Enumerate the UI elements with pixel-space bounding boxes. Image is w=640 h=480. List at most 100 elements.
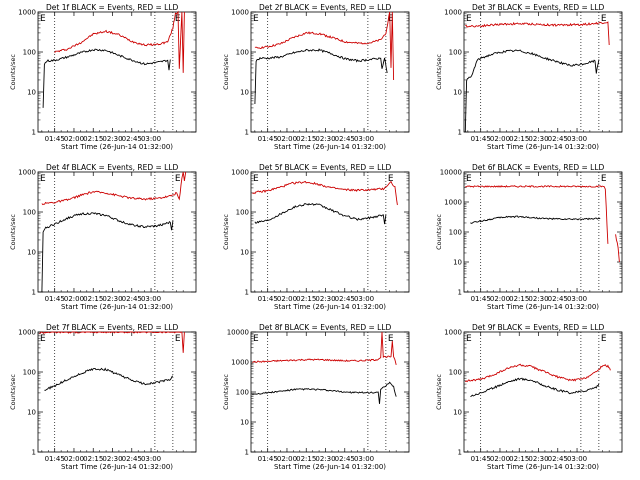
x-axis-label: Start Time (26-Jun-14 01:32:00): [274, 143, 386, 151]
series-line-events: [41, 212, 174, 293]
y-axis-label: Counts/sec: [222, 214, 230, 250]
x-tick-label: 01:45: [471, 295, 491, 303]
chart-panel-7: Det 7f BLACK = Events, RED = LLD 1 10 100 10…: [9, 323, 197, 471]
y-tick-label: 1: [458, 129, 462, 137]
plot-frame: [37, 11, 197, 133]
marker-label-e: E: [388, 174, 394, 184]
y-tick-label: 100: [23, 49, 36, 57]
series-line-lld: [464, 363, 611, 383]
y-tick-label: 100: [236, 209, 249, 217]
y-tick-label: 100: [449, 49, 462, 57]
chart-panel-9: Det 9f BLACK = Events, RED = LLD 1 10 100 10…: [435, 323, 623, 471]
chart-title: Det 6f BLACK = Events, RED = LLD: [472, 163, 605, 172]
series-line-events: [254, 48, 388, 105]
x-axis-label: Start Time (26-Jun-14 01:32:00): [274, 303, 386, 311]
y-axis-label: Counts/sec: [435, 54, 443, 90]
x-axis-label: Start Time (26-Jun-14 01:32:00): [61, 463, 173, 471]
x-tick-label: 01:45: [45, 295, 65, 303]
x-axis-label: Start Time (26-Jun-14 01:32:00): [61, 143, 173, 151]
chart-title: Det 4f BLACK = Events, RED = LLD: [46, 163, 179, 172]
y-tick-label: 100: [236, 389, 249, 397]
y-tick-label: 1: [458, 449, 462, 457]
chart-title: Det 7f BLACK = Events, RED = LLD: [46, 323, 179, 332]
x-tick-label: 02:45: [335, 135, 355, 143]
x-tick-label: 01:45: [258, 135, 278, 143]
plot-frame: [250, 171, 410, 293]
y-tick-label: 1000: [231, 9, 249, 17]
y-tick-label: 10000: [227, 329, 249, 337]
marker-label-e: E: [601, 334, 607, 344]
y-axis-label: Counts/sec: [435, 214, 443, 250]
x-tick-label: 03:00: [354, 295, 374, 303]
marker-label-e: E: [175, 334, 181, 344]
y-tick-label: 100: [23, 209, 36, 217]
y-tick-label: 10: [240, 89, 249, 97]
y-axis-label: Counts/sec: [9, 374, 17, 410]
y-tick-label: 1: [458, 289, 462, 297]
chart-panel-6: Det 6f BLACK = Events, RED = LLD 1 10 100 10…: [435, 163, 623, 311]
x-tick-label: 02:15: [83, 455, 103, 463]
x-tick-label: 02:30: [102, 295, 122, 303]
chart-panel-8: Det 8f BLACK = Events, RED = LLD 1 10 100 10…: [222, 323, 410, 471]
plot-frame: [250, 11, 410, 133]
x-tick-label: 02:30: [102, 455, 122, 463]
x-tick-label: 03:00: [354, 135, 374, 143]
x-tick-label: 02:00: [64, 295, 84, 303]
x-axis-label: Start Time (26-Jun-14 01:32:00): [487, 303, 599, 311]
x-tick-label: 02:45: [548, 295, 568, 303]
x-axis-label: Start Time (26-Jun-14 01:32:00): [487, 463, 599, 471]
chart-panel-1: Det 1f BLACK = Events, RED = LLD 1 10 100 10…: [9, 3, 197, 151]
x-axis-label: Start Time (26-Jun-14 01:32:00): [487, 143, 599, 151]
x-tick-label: 03:00: [567, 135, 587, 143]
marker-label-e: E: [466, 334, 472, 344]
plot-frame: [463, 171, 623, 293]
series-line-events: [42, 48, 171, 108]
series-line-lld: [254, 11, 395, 81]
x-tick-label: 02:00: [490, 295, 510, 303]
x-tick-label: 02:15: [296, 135, 316, 143]
x-tick-label: 02:30: [528, 295, 548, 303]
x-tick-label: 02:00: [64, 135, 84, 143]
series-line-events: [470, 377, 600, 398]
y-tick-label: 1000: [18, 9, 36, 17]
x-tick-label: 02:30: [528, 135, 548, 143]
chart-panel-4: Det 4f BLACK = Events, RED = LLD 1 10 100 10…: [9, 163, 197, 311]
y-tick-label: 1: [32, 449, 36, 457]
y-tick-label: 10: [453, 409, 462, 417]
y-tick-label: 100: [449, 229, 462, 237]
y-tick-label: 100: [236, 49, 249, 57]
y-tick-label: 10: [453, 259, 462, 267]
y-tick-label: 100: [449, 369, 462, 377]
marker-label-e: E: [40, 14, 46, 24]
series-line-lld: [54, 10, 185, 73]
chart-title: Det 5f BLACK = Events, RED = LLD: [259, 163, 392, 172]
x-tick-label: 02:45: [122, 135, 142, 143]
y-tick-label: 10: [240, 419, 249, 427]
chart-title: Det 3f BLACK = Events, RED = LLD: [472, 3, 605, 12]
y-tick-label: 1000: [444, 9, 462, 17]
series-line-lld: [41, 171, 187, 206]
x-tick-label: 02:15: [83, 295, 103, 303]
x-tick-label: 02:15: [83, 135, 103, 143]
marker-label-e: E: [388, 14, 394, 24]
x-tick-label: 02:45: [548, 135, 568, 143]
series-line-events: [254, 203, 387, 225]
x-tick-label: 02:45: [335, 295, 355, 303]
series-line-events: [464, 49, 600, 133]
chart-title: Det 2f BLACK = Events, RED = LLD: [259, 3, 392, 12]
x-tick-label: 02:15: [296, 295, 316, 303]
plot-frame: [463, 331, 623, 453]
x-tick-label: 02:00: [64, 455, 84, 463]
y-tick-label: 1000: [18, 329, 36, 337]
y-axis-label: Counts/sec: [222, 374, 230, 410]
x-tick-label: 02:15: [296, 455, 316, 463]
marker-label-e: E: [253, 174, 259, 184]
x-tick-label: 03:00: [141, 295, 161, 303]
x-tick-label: 03:00: [141, 135, 161, 143]
x-tick-label: 03:00: [567, 295, 587, 303]
y-tick-label: 1: [245, 449, 249, 457]
marker-label-e: E: [466, 14, 472, 24]
x-axis-label: Start Time (26-Jun-14 01:32:00): [61, 303, 173, 311]
chart-panel-2: Det 2f BLACK = Events, RED = LLD 1 10 100 10…: [222, 3, 410, 151]
x-tick-label: 01:45: [258, 455, 278, 463]
